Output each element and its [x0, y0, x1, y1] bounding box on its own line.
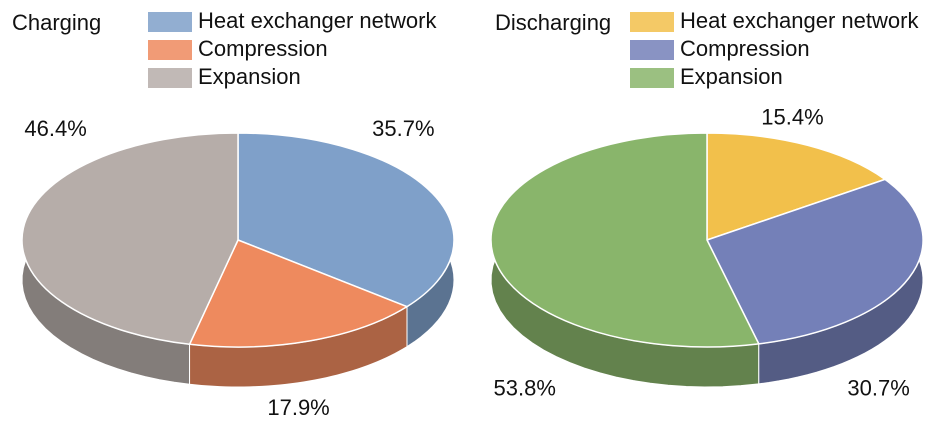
value-label: 17.9%	[267, 395, 329, 420]
slice	[706, 132, 887, 242]
value-label: 46.4%	[24, 116, 86, 141]
legend-label: Expansion	[680, 64, 783, 89]
legend-label: Compression	[680, 36, 810, 61]
legend-swatch	[148, 40, 192, 60]
legend-swatch	[148, 12, 192, 32]
legend-swatch	[630, 68, 674, 88]
value-label: 15.4%	[761, 105, 823, 130]
slice	[21, 132, 239, 346]
slice	[705, 178, 924, 345]
value-label: 53.8%	[494, 375, 556, 400]
value-label: 30.7%	[847, 375, 909, 400]
chart-title: Charging	[12, 10, 101, 35]
legend-swatch	[630, 40, 674, 60]
legend-swatch	[148, 68, 192, 88]
slice	[188, 239, 409, 348]
chart-title: Discharging	[495, 10, 611, 35]
slice	[237, 132, 455, 308]
value-label: 35.7%	[372, 116, 434, 141]
slice	[490, 132, 760, 348]
legend-label: Heat exchanger network	[680, 8, 919, 33]
legend-label: Compression	[198, 36, 328, 61]
legend-label: Heat exchanger network	[198, 8, 437, 33]
legend-label: Expansion	[198, 64, 301, 89]
legend-swatch	[630, 12, 674, 32]
